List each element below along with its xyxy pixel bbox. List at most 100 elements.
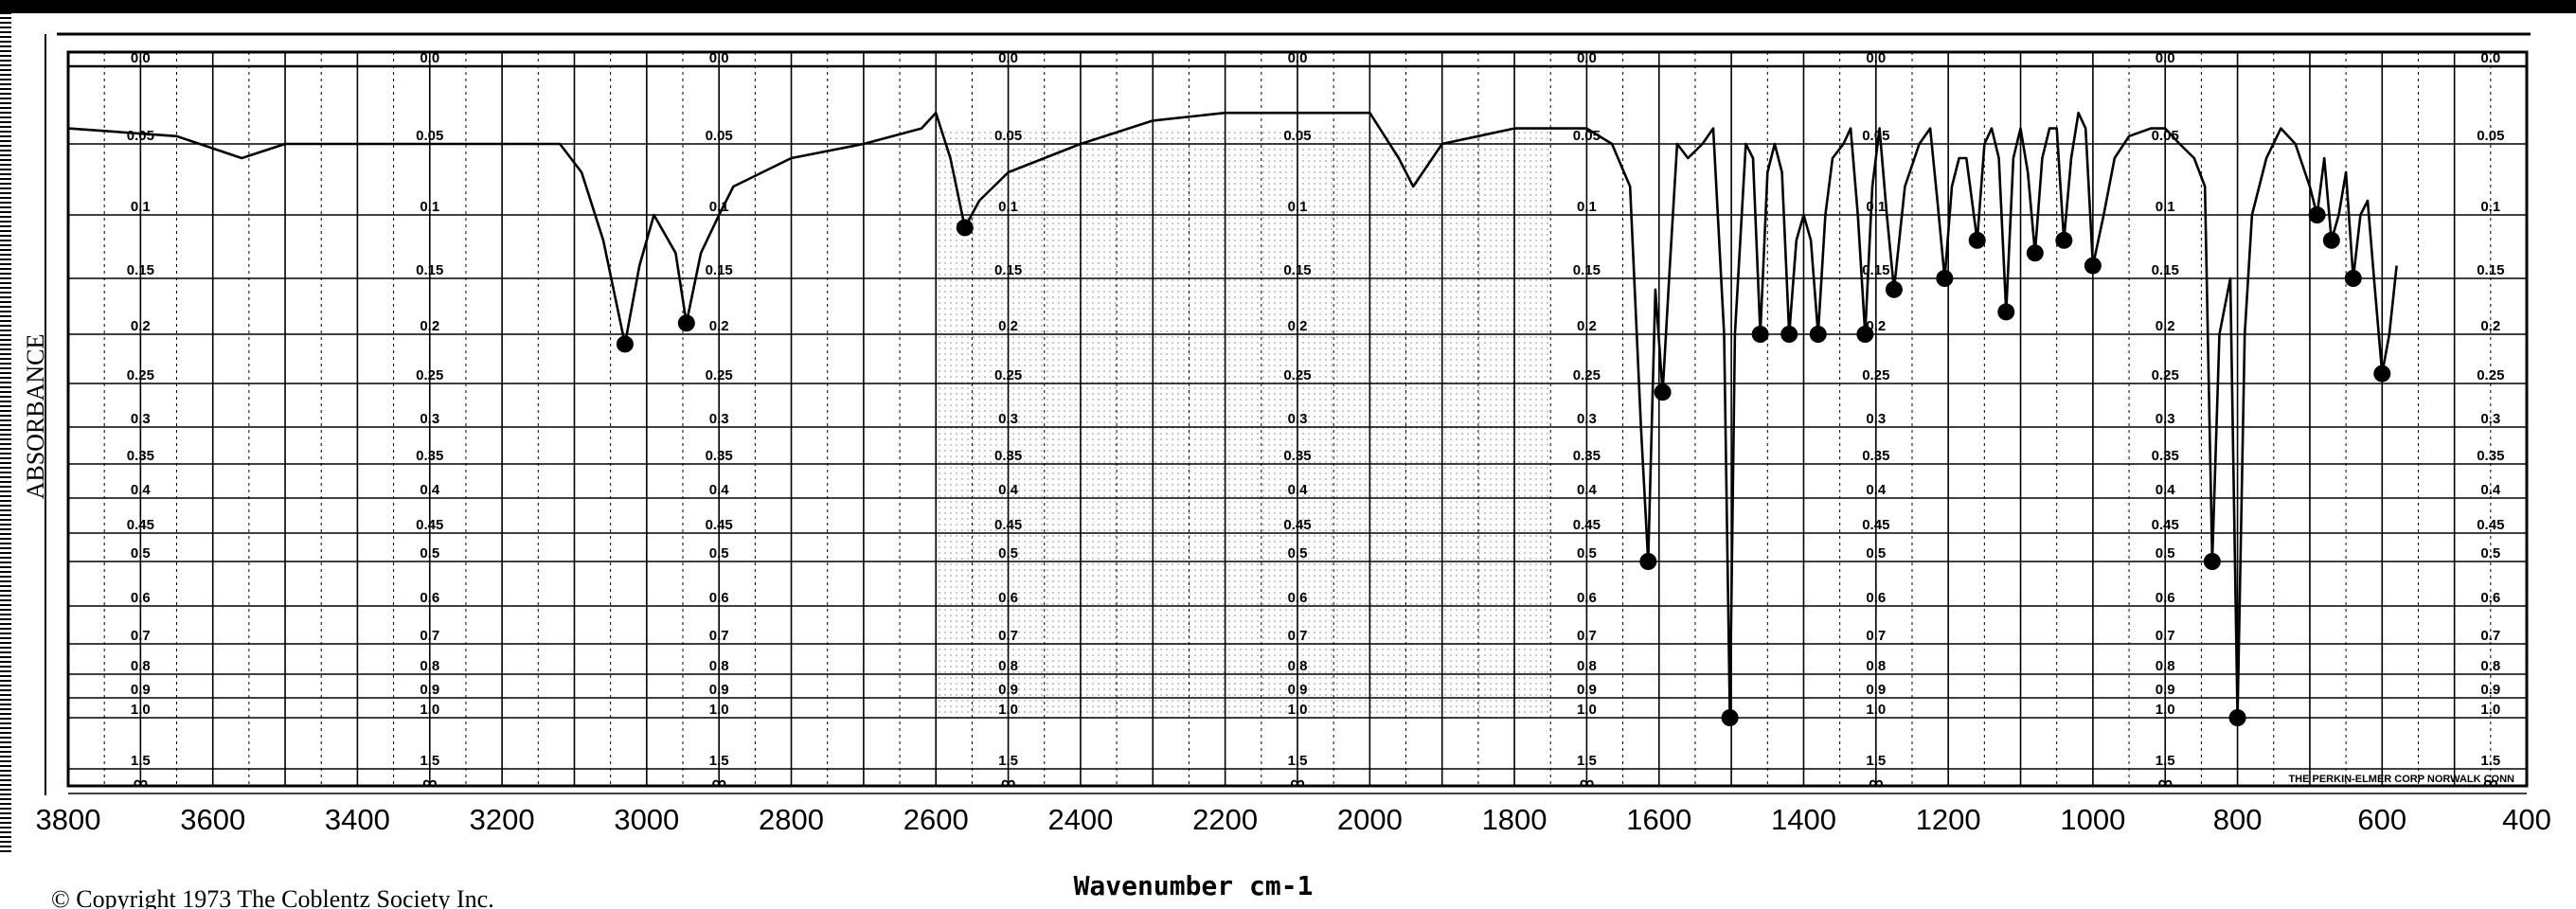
x-tick-label: 1200 bbox=[1916, 803, 1981, 836]
y-tick-label: 0.0 bbox=[998, 50, 1018, 66]
y-tick-label: 0.25 bbox=[994, 367, 1022, 383]
y-tick-label: 0.05 bbox=[416, 128, 443, 144]
y-tick-label: 1.0 bbox=[1866, 702, 1886, 718]
y-tick-label: 0.0 bbox=[1577, 50, 1597, 66]
y-tick-label: 0.4 bbox=[998, 482, 1019, 498]
y-tick-label: 0.6 bbox=[420, 590, 439, 606]
y-tick-label: 0.45 bbox=[706, 517, 733, 533]
copyright-text: © Copyright 1973 The Coblentz Society In… bbox=[51, 885, 494, 909]
peak-marker bbox=[2055, 231, 2073, 249]
y-tick-label: ∞ bbox=[1869, 771, 1884, 794]
y-tick-label: 0.9 bbox=[2480, 682, 2500, 698]
x-tick-label: 800 bbox=[2213, 803, 2263, 836]
y-tick-label: 0.6 bbox=[2156, 590, 2175, 606]
y-tick-label: ∞ bbox=[2157, 771, 2173, 794]
y-tick-label: 0.2 bbox=[709, 318, 729, 334]
y-tick-label: 0.05 bbox=[994, 128, 1022, 144]
peak-marker bbox=[2308, 206, 2326, 223]
y-tick-label: 0.6 bbox=[2480, 590, 2500, 606]
y-tick-label: 0.35 bbox=[1573, 448, 1601, 464]
y-tick-label: 0.05 bbox=[1283, 128, 1311, 144]
y-tick-label: 0.15 bbox=[1573, 262, 1601, 278]
plot-frame bbox=[66, 50, 2529, 788]
y-tick-label: 0.9 bbox=[709, 682, 729, 698]
x-tick-label: 3000 bbox=[614, 803, 679, 836]
y-tick-label: 0.5 bbox=[709, 545, 729, 561]
y-tick-label: 0.15 bbox=[416, 262, 443, 278]
y-tick-label: ∞ bbox=[1290, 771, 1305, 794]
x-tick-label: 3200 bbox=[470, 803, 535, 836]
y-axis-label: ABSORBANCE bbox=[22, 334, 49, 500]
y-tick-label: 0.8 bbox=[1288, 658, 1308, 674]
x-tick-label: 2600 bbox=[903, 803, 969, 836]
peak-marker bbox=[1885, 280, 1903, 298]
y-tick-label: 0.45 bbox=[416, 517, 443, 533]
x-tick-label: 1400 bbox=[1771, 803, 1836, 836]
y-tick-label: 0.45 bbox=[994, 517, 1022, 533]
y-tick-label: 0.4 bbox=[420, 482, 440, 498]
y-tick-label: 0.35 bbox=[706, 448, 733, 464]
y-tick-label: 0.25 bbox=[2477, 367, 2504, 383]
peak-marker bbox=[2373, 365, 2391, 383]
y-tick-label: 0.15 bbox=[994, 262, 1022, 278]
y-tick-label: 0.2 bbox=[131, 318, 151, 334]
y-tick-label: 0.0 bbox=[1288, 50, 1308, 66]
y-tick-label: 1.5 bbox=[420, 753, 439, 769]
top-border-band bbox=[0, 0, 2576, 13]
y-tick-label: 0.1 bbox=[2156, 199, 2175, 215]
y-tick-label: 0.3 bbox=[998, 411, 1018, 427]
x-tick-label: 400 bbox=[2502, 803, 2551, 836]
x-tick-label: 2000 bbox=[1337, 803, 1403, 836]
y-tick-label: 0.35 bbox=[416, 448, 443, 464]
y-tick-label: 1.5 bbox=[131, 753, 151, 769]
x-axis-label: Wavenumber cm-1 bbox=[1074, 870, 1314, 901]
x-tick-label: 2800 bbox=[759, 803, 824, 836]
y-tick-label: 0.8 bbox=[709, 658, 729, 674]
y-tick-label: 0.05 bbox=[706, 128, 733, 144]
y-tick-label: 1.0 bbox=[420, 702, 439, 718]
y-tick-label: 0.6 bbox=[131, 590, 151, 606]
dotted-paper-region bbox=[936, 128, 1551, 720]
y-tick-label: 0.2 bbox=[2480, 318, 2500, 334]
peak-marker bbox=[2322, 231, 2340, 249]
y-tick-label: 1.5 bbox=[1866, 753, 1886, 769]
y-tick-label: 0.15 bbox=[127, 262, 154, 278]
y-tick-label: 0.5 bbox=[1866, 545, 1886, 561]
y-tick-label: 0.45 bbox=[1862, 517, 1889, 533]
y-tick-label: 1.0 bbox=[131, 702, 151, 718]
y-tick-label: ∞ bbox=[1580, 771, 1595, 794]
x-tick-label: 3800 bbox=[36, 803, 101, 836]
spectrum-line bbox=[67, 111, 2398, 720]
peak-marker bbox=[1968, 231, 1986, 249]
y-tick-label: 0.25 bbox=[1283, 367, 1311, 383]
y-tick-label: 1.0 bbox=[998, 702, 1018, 718]
y-tick-label: 0.45 bbox=[2152, 517, 2179, 533]
peak-marker bbox=[1936, 270, 1954, 287]
y-tick-label: 0.0 bbox=[1866, 50, 1886, 66]
peak-marker bbox=[1997, 303, 2015, 321]
peak-marker bbox=[1780, 326, 1798, 343]
y-tick-label: 0.8 bbox=[1577, 658, 1597, 674]
y-tick-label: 0.4 bbox=[1288, 482, 1309, 498]
y-tick-label: 0.15 bbox=[1862, 262, 1889, 278]
y-tick-label: 0.05 bbox=[1573, 128, 1601, 144]
y-tick-label: 1.5 bbox=[1288, 753, 1308, 769]
y-tick-label: 0.4 bbox=[131, 482, 152, 498]
y-tick-label: 0.2 bbox=[1288, 318, 1308, 334]
peak-marker bbox=[956, 219, 974, 237]
y-tick-label: 0.35 bbox=[1283, 448, 1311, 464]
x-tick-label: 1000 bbox=[2060, 803, 2125, 836]
y-tick-label: ∞ bbox=[1001, 771, 1016, 794]
y-tick-label: 0.2 bbox=[1577, 318, 1597, 334]
y-tick-label: 0.6 bbox=[1288, 590, 1308, 606]
peak-marker bbox=[1809, 326, 1827, 343]
y-tick-label: 0.45 bbox=[127, 517, 154, 533]
y-tick-label: ∞ bbox=[134, 771, 149, 794]
y-tick-label: 0.35 bbox=[127, 448, 154, 464]
y-tick-label: 0.9 bbox=[2156, 682, 2175, 698]
y-tick-label: 1.5 bbox=[998, 753, 1018, 769]
y-tick-label: 0.05 bbox=[2477, 128, 2504, 144]
peak-marker bbox=[616, 335, 634, 353]
peak-marker bbox=[1721, 709, 1739, 726]
